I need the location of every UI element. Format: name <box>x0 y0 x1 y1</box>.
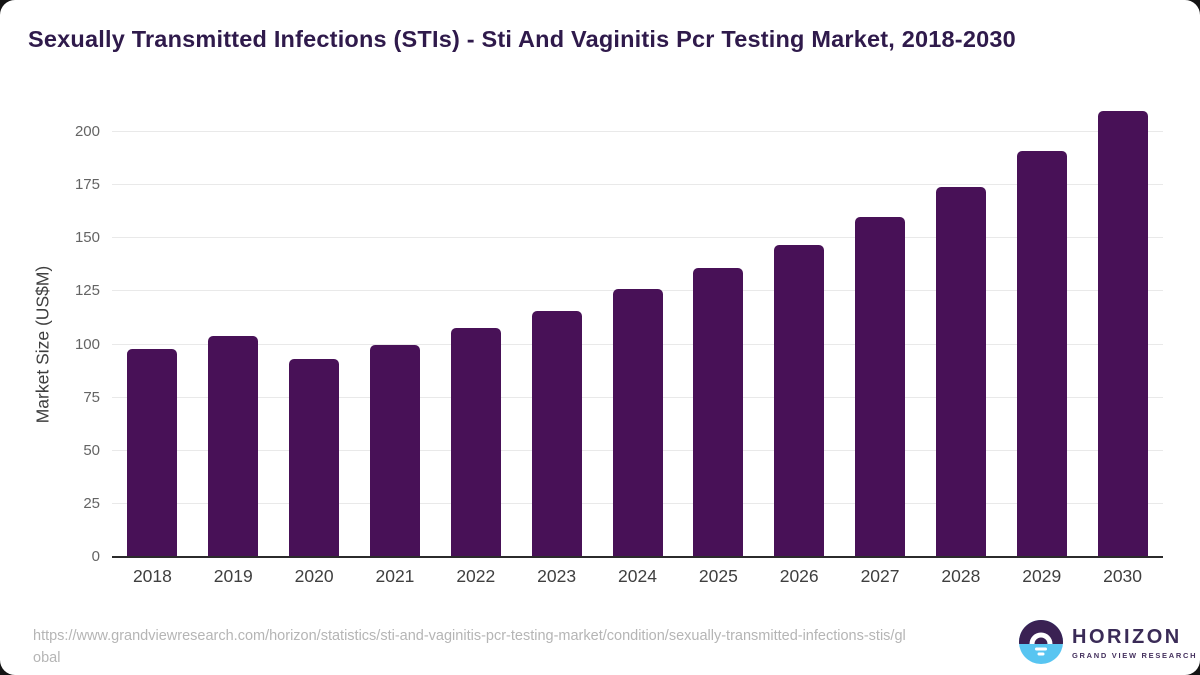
y-tick-label: 75 <box>83 388 100 406</box>
x-tick-label: 2029 <box>1022 566 1062 586</box>
gridline <box>112 131 1163 132</box>
y-tick-label: 200 <box>74 123 100 140</box>
logo-text: HORIZON GRAND VIEW RESEARCH <box>1072 625 1197 660</box>
x-tick-label: 2020 <box>294 566 334 586</box>
y-tick-label: 25 <box>83 494 100 512</box>
bar-2024 <box>612 289 663 557</box>
x-tick-label: 2025 <box>698 566 738 586</box>
logo-brand-name: HORIZON <box>1072 625 1182 648</box>
y-tick-label: 175 <box>74 176 100 194</box>
y-tick-label: 50 <box>83 441 100 459</box>
x-tick-label: 2026 <box>779 566 819 586</box>
bar-2022 <box>450 327 501 557</box>
x-tick-label: 2018 <box>132 566 172 586</box>
x-tick-label: 2030 <box>1103 566 1143 586</box>
bar-2029 <box>1016 151 1067 557</box>
bar-2025 <box>693 268 744 557</box>
source-url: https://www.grandviewresearch.com/horizo… <box>33 628 906 666</box>
bars-layer <box>112 110 1163 557</box>
x-tick-label: 2022 <box>456 566 496 586</box>
x-tick-label: 2019 <box>213 566 253 586</box>
x-tick-label: 2021 <box>375 566 415 586</box>
bar-2027 <box>855 217 906 557</box>
y-tick-label: 0 <box>91 548 100 565</box>
bar-2028 <box>935 187 986 557</box>
brand-logo: HORIZON GRAND VIEW RESEARCH <box>1019 620 1197 664</box>
logo-sub-brand: GRAND VIEW RESEARCH <box>1072 650 1198 660</box>
plot-area <box>112 110 1163 557</box>
bar-2026 <box>774 244 825 557</box>
x-axis-labels: 2018 2019 2020 2021 2022 2023 2024 2025 2026 2027… <box>112 566 1163 592</box>
x-tick-label: 2023 <box>537 566 577 586</box>
y-axis-ticks: 0 25 50 75 100 125 150 175 200 <box>0 123 100 565</box>
y-tick-label: 125 <box>74 282 100 300</box>
horizon-logo-icon <box>1019 620 1063 664</box>
bar-2030 <box>1097 110 1148 557</box>
x-axis-line <box>112 556 1163 558</box>
gridline <box>112 237 1163 239</box>
bar-2018 <box>127 348 178 557</box>
gridline <box>112 184 1163 186</box>
bar-2019 <box>208 336 259 557</box>
y-tick-label: 150 <box>74 229 100 247</box>
y-tick-label: 100 <box>74 335 100 353</box>
x-tick-label: 2024 <box>618 566 657 586</box>
bar-2021 <box>369 344 420 557</box>
bar-2020 <box>289 359 340 557</box>
x-tick-label: 2028 <box>941 566 981 586</box>
x-tick-label: 2027 <box>860 566 900 586</box>
page-title: Sexually Transmitted Infections (STIs) -… <box>28 26 1016 52</box>
bar-2023 <box>531 310 582 557</box>
